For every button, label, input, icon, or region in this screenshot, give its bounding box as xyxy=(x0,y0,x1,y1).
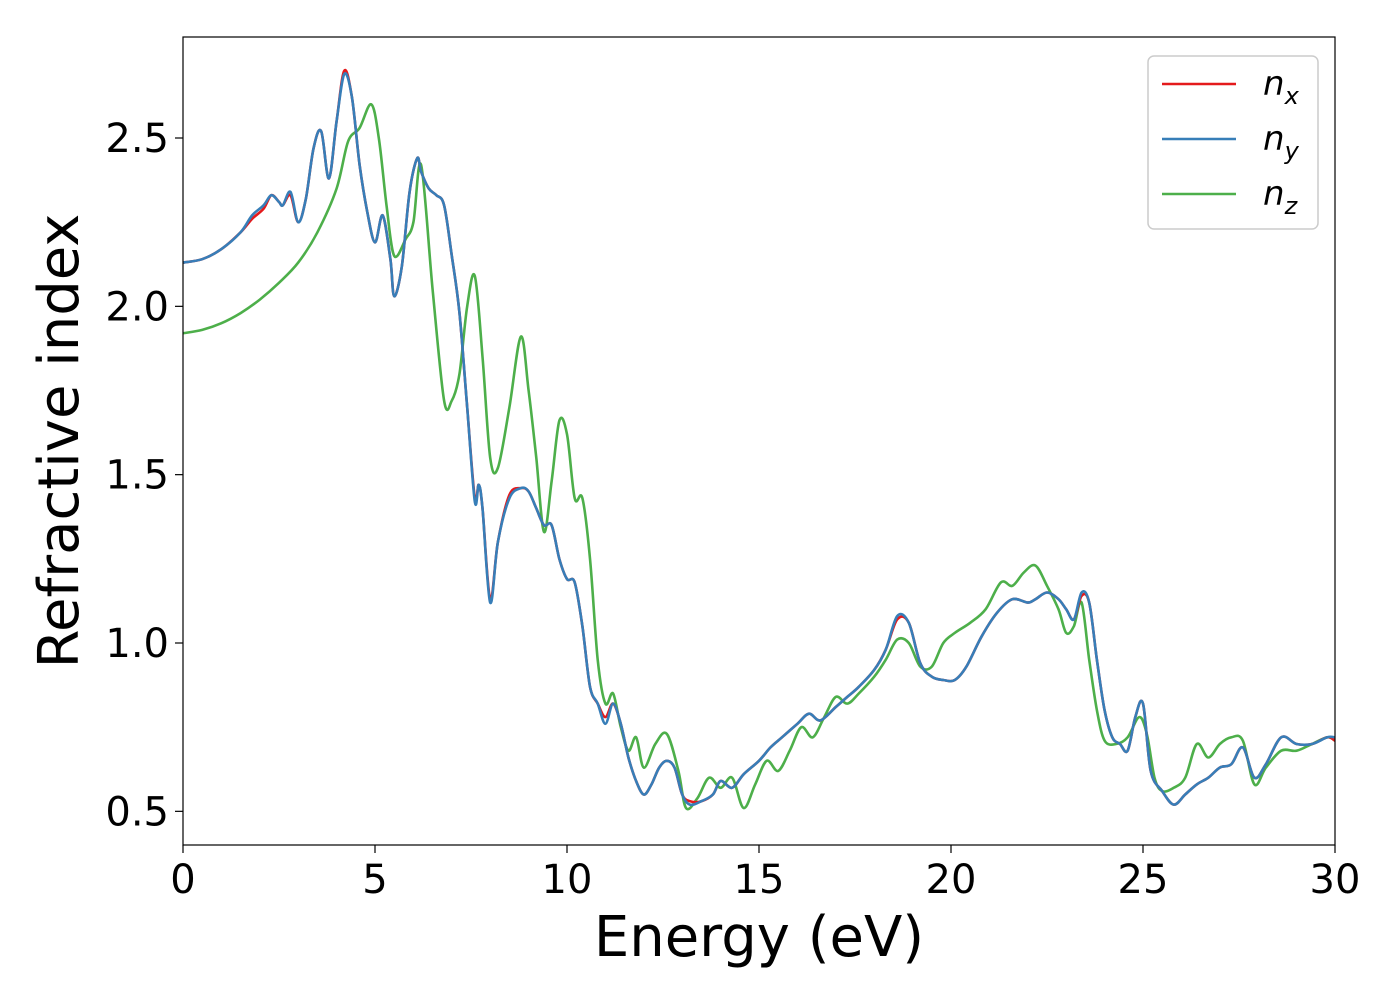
y-axis: 0.5 1.0 1.5 2.0 2.5 xyxy=(105,116,183,835)
x-tick-label: 5 xyxy=(362,857,387,903)
x-axis: 0 5 10 15 20 25 30 xyxy=(170,845,1360,903)
y-tick-label: 0.5 xyxy=(105,789,169,835)
series-layer xyxy=(183,68,1335,811)
legend-label-x: nx xyxy=(1263,64,1300,110)
x-axis-title: Energy (eV) xyxy=(594,905,924,970)
y-tick-label: 1.5 xyxy=(105,453,169,499)
x-tick-label: 20 xyxy=(926,857,977,903)
series-line-y xyxy=(183,71,1335,807)
legend-box xyxy=(1147,55,1319,230)
x-tick-label: 25 xyxy=(1118,857,1169,903)
x-tick-label: 0 xyxy=(170,857,195,903)
legend-label-z: nz xyxy=(1263,174,1299,220)
legend: nx ny nz xyxy=(1147,55,1319,230)
y-tick-label: 2.5 xyxy=(105,116,169,162)
legend-label-y: ny xyxy=(1263,119,1300,165)
x-tick-label: 30 xyxy=(1310,857,1361,903)
x-tick-label: 15 xyxy=(734,857,785,903)
y-tick-label: 2.0 xyxy=(105,284,169,330)
y-axis-title: Refractive index xyxy=(27,214,92,669)
y-tick-label: 1.0 xyxy=(105,621,169,667)
x-tick-label: 10 xyxy=(542,857,593,903)
